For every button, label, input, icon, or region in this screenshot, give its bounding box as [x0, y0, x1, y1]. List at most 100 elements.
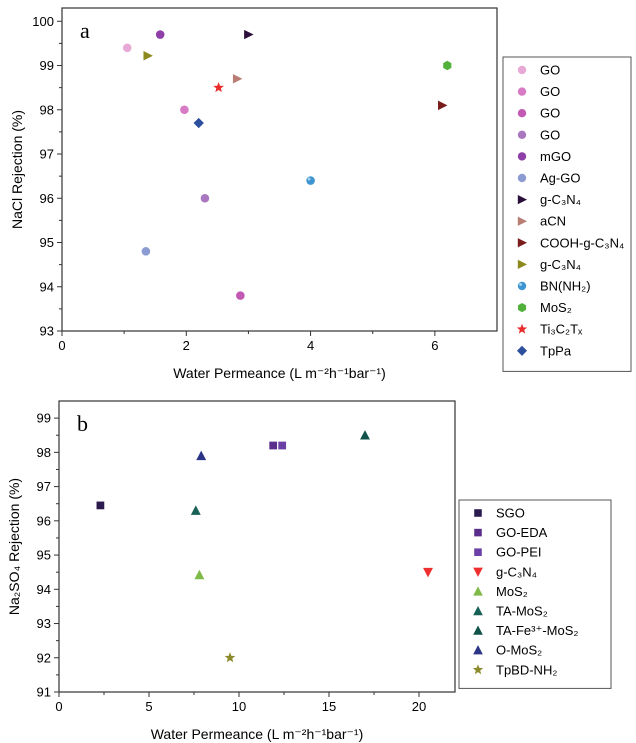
chart-panel-a: 0 2 4 6 93 94 95 96 97 98 99 100 Water Permeance (L … [9, 7, 632, 381]
data-point [141, 247, 151, 256]
data-point [194, 569, 205, 580]
legend-marker [474, 548, 482, 556]
x-tick-label: 5 [145, 699, 152, 714]
legend-label: Ti₃C₂Tₓ [540, 322, 583, 337]
y-tick-label: 94 [37, 582, 51, 597]
data-point [193, 117, 204, 129]
data-point [244, 29, 254, 40]
panel-label: a [80, 18, 90, 43]
data-point [190, 505, 201, 515]
legend-marker [516, 345, 528, 356]
legend-marker [517, 65, 527, 75]
x-tick-label: 4 [307, 338, 314, 353]
y-tick-label: 95 [40, 235, 54, 250]
legend-marker [473, 586, 483, 596]
legend-label: GO [540, 84, 560, 99]
data-point [122, 43, 132, 53]
legend-label: GO-EDA [496, 525, 548, 540]
legend-label: MoS₂ [540, 300, 572, 315]
legend-marker [516, 323, 528, 334]
chart-panel-b: 0 5 10 15 20 91 92 93 94 95 96 97 98 99 Water Permeanc… [6, 400, 612, 742]
data-point [443, 60, 452, 71]
data-point [232, 74, 243, 84]
legend-label: GO [540, 127, 560, 142]
y-tick-label: 97 [40, 147, 54, 162]
y-tick-label: 99 [37, 411, 51, 426]
y-tick-label: 98 [40, 102, 54, 117]
plot-frame [58, 400, 456, 693]
y-tick-label: 100 [32, 14, 54, 29]
data-point [224, 652, 236, 663]
data-point [360, 430, 370, 440]
plot-frame [61, 7, 498, 332]
y-tick-label: 97 [37, 479, 51, 494]
legend-marker [473, 567, 483, 577]
legend: SGO GO-EDA GO-PEI g-C₃N₄ MoS₂ TA-MoS₂ TA-Fe³⁺-… [458, 499, 612, 689]
legend-marker [517, 109, 527, 118]
y-tick-label: 94 [40, 279, 54, 294]
legend-marker [517, 194, 528, 205]
legend-label: TpBD-NH₂ [496, 662, 557, 677]
legend-marker [517, 130, 527, 139]
legend-label: COOH-g-C₃N₄ [540, 235, 624, 250]
y-tick-label: 96 [40, 191, 54, 206]
legend-marker [474, 528, 482, 537]
x-tick-label: 15 [322, 699, 336, 714]
data-point [236, 291, 245, 300]
legend-marker [517, 238, 528, 248]
legend-label: GO [540, 63, 560, 78]
y-tick-label: 93 [40, 324, 54, 339]
x-tick-label: 0 [58, 338, 65, 353]
legend-marker [473, 645, 483, 655]
legend-box [458, 499, 612, 689]
legend-label: TpPa [540, 343, 572, 358]
legend-label: g-C₃N₄ [540, 192, 581, 207]
legend-label: BN(NH₂) [540, 279, 591, 294]
y-tick-label: 99 [40, 58, 54, 73]
legend-label: Ag-GO [540, 171, 580, 186]
data-point [438, 100, 448, 111]
data-point [213, 82, 224, 93]
legend-marker [517, 152, 527, 161]
y-axis-title: NaCl Rejection (%) [9, 110, 25, 229]
x-tick-label: 10 [232, 699, 246, 714]
legend-label: aCN [540, 214, 566, 229]
x-axis-title: Water Permeance (L m⁻²h⁻¹bar⁻¹) [173, 365, 386, 381]
legend-marker [474, 509, 482, 517]
legend: GO GO GO GO mGO Ag-GO g-C₃N₄ aCN COOH-g-C₃N₄ g-C₃… [502, 56, 632, 372]
legend-marker [473, 625, 483, 635]
legend-label: SGO [496, 506, 525, 521]
legend-marker [517, 281, 527, 291]
data-point [180, 105, 189, 115]
legend-marker [517, 216, 528, 226]
legend-label: GO-PEI [496, 545, 542, 560]
legend-marker [473, 605, 483, 616]
data-point [96, 501, 105, 510]
legend-label: g-C₃N₄ [496, 564, 537, 579]
x-tick-label: 20 [412, 699, 426, 714]
x-axis-title: Water Permeance (L m⁻²h⁻¹bar⁻¹) [151, 726, 364, 742]
data-point [278, 441, 287, 450]
y-tick-label: 93 [37, 616, 51, 631]
y-tick-label: 98 [37, 445, 51, 460]
legend-marker [518, 302, 526, 313]
data-point [423, 567, 433, 578]
x-tick-label: 2 [183, 338, 190, 353]
legend-label: g-C₃N₄ [540, 257, 581, 272]
legend-marker [472, 664, 484, 675]
y-tick-label: 95 [37, 548, 51, 563]
x-tick-label: 6 [431, 338, 438, 353]
panel-label: b [77, 411, 88, 436]
data-point [306, 176, 315, 185]
legend-label: TA-Fe³⁺-MoS₂ [496, 623, 578, 638]
legend-label: GO [540, 106, 560, 121]
data-point [143, 51, 153, 61]
data-point [200, 193, 210, 203]
data-point [196, 450, 207, 461]
y-tick-label: 91 [37, 685, 51, 700]
legend-box [502, 56, 632, 372]
legend-marker [517, 87, 527, 96]
x-tick-label: 0 [55, 699, 62, 714]
y-tick-label: 96 [37, 513, 51, 528]
